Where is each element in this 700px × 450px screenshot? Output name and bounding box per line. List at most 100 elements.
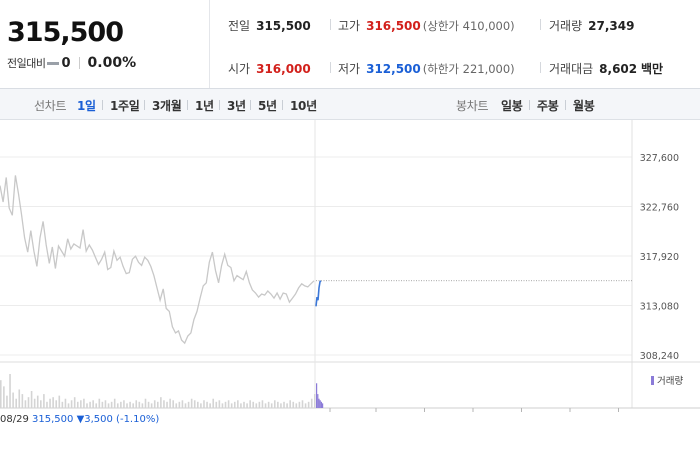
volume-bar-prev — [3, 386, 5, 408]
volume-bar-prev — [21, 394, 24, 408]
volume-bar-prev — [181, 400, 184, 408]
tab-3y[interactable]: 3년 — [227, 99, 246, 113]
volume-bar-prev — [255, 403, 258, 408]
volume-bar-prev — [98, 398, 101, 408]
volume-bar-prev — [190, 398, 193, 408]
volume-bar-prev — [270, 403, 273, 408]
volume-bar-prev — [240, 403, 242, 408]
volume-bar-prev — [144, 398, 147, 408]
volume-bar-prev — [6, 395, 8, 408]
volume-bar-prev — [27, 397, 30, 408]
volume-bar-prev — [292, 401, 295, 408]
volume-bar-prev — [273, 400, 276, 408]
volume-bar-prev — [298, 401, 301, 408]
volume-bar-prev — [70, 400, 73, 408]
volume-bar-prev — [12, 392, 14, 408]
volume-bar-prev — [116, 403, 119, 408]
volume-bar-prev — [178, 401, 181, 408]
line-chart-label: 선차트 — [34, 99, 67, 113]
stat-volume: 거래량 27,349 — [549, 19, 635, 33]
change-rate: 0.00% — [87, 55, 137, 71]
volume-bar-prev — [95, 403, 98, 408]
prev-close: 315,500 — [32, 414, 74, 425]
volume-bar-prev — [52, 397, 54, 408]
volume-bar-prev — [36, 395, 39, 408]
tab-5y[interactable]: 5년 — [258, 99, 277, 113]
volume-bar-today — [322, 403, 324, 408]
volume-bar-prev — [153, 400, 156, 408]
volume-legend: 거래량 — [651, 373, 683, 387]
divider — [330, 62, 331, 73]
volume-bar-prev — [15, 398, 17, 408]
divider — [78, 57, 80, 69]
volume-bar-prev — [46, 401, 48, 408]
volume-bar-prev — [221, 403, 224, 408]
volume-bar-prev — [166, 401, 168, 408]
tab-monthly[interactable]: 월봉 — [573, 99, 595, 113]
volume-bar-prev — [163, 400, 165, 408]
price-chart: 327,600 322,760 317,920 313,080 308,240 08/3… — [0, 120, 700, 412]
volume-bar-prev — [64, 398, 67, 408]
divider — [102, 100, 103, 110]
prev-date: 08/29 — [0, 414, 29, 425]
volume-bar-prev — [193, 400, 196, 408]
chart-grid — [0, 120, 700, 409]
divider — [219, 100, 220, 110]
volume-bar-prev — [55, 400, 58, 408]
volume-bar-prev — [40, 400, 42, 408]
volume-bar-prev — [33, 398, 36, 408]
volume-bar-prev — [304, 403, 307, 408]
volume-bar-prev — [49, 398, 51, 408]
volume-bar-prev — [249, 400, 251, 408]
volume-bar-prev — [289, 400, 291, 408]
volume-bar-today — [320, 401, 322, 408]
tab-1y[interactable]: 1년 — [195, 99, 214, 113]
chart-tabs: 선차트 1일 1주일 3개월 1년 3년 5년 10년 봉차트 일봉 주봉 월봉 — [0, 89, 700, 120]
stat-turnover: 거래대금 8,602 백만 — [549, 62, 664, 76]
volume-bar-prev — [252, 401, 255, 408]
prev-change: ▼3,500 (-1.10%) — [76, 414, 160, 425]
volume-bar-today — [317, 394, 319, 408]
volume-bar-prev — [83, 398, 85, 408]
change-row: 전일대비 0 0.00% — [7, 55, 136, 71]
tab-1d[interactable]: 1일 — [77, 99, 96, 113]
volume-bar-prev — [89, 401, 91, 408]
tab-3m[interactable]: 3개월 — [152, 99, 182, 113]
volume-bar-prev — [80, 400, 82, 408]
tab-daily[interactable]: 일봉 — [501, 99, 523, 113]
price-lines — [0, 175, 632, 345]
divider — [187, 100, 188, 110]
volume-bar-prev — [230, 403, 233, 408]
volume-bar-prev — [150, 403, 153, 408]
tab-10y[interactable]: 10년 — [290, 99, 317, 113]
volume-bar-prev — [160, 397, 162, 408]
quote-panel: 315,500 전일대비 0 0.00% 전일 315,500 고가 316,500… — [0, 0, 700, 89]
volume-bar-prev — [138, 401, 141, 408]
volume-bar-prev — [24, 400, 27, 408]
volume-bar-prev — [295, 403, 298, 408]
volume-bar-prev — [43, 394, 45, 408]
volume-bar-prev — [104, 400, 107, 408]
x-axis: 08/3010:0011:0012:0013:0014:0015:00 — [329, 408, 619, 412]
volume-bar-prev — [218, 400, 221, 408]
volume-bar-prev — [172, 400, 174, 408]
volume-bar-prev — [175, 403, 178, 408]
volume-bar-prev — [113, 398, 116, 408]
volume-bar-prev — [92, 400, 94, 408]
candle-chart-label: 봉차트 — [456, 99, 489, 113]
volume-bar-prev — [0, 380, 2, 408]
flat-icon — [47, 61, 60, 65]
volume-bar-prev — [233, 401, 236, 408]
volume-bar-prev — [141, 403, 144, 408]
volume-bar-prev — [18, 389, 21, 408]
stat-open: 시가 316,000 — [228, 62, 311, 76]
volume-bar-prev — [147, 401, 150, 408]
volume-bar-prev — [261, 400, 264, 408]
tab-1w[interactable]: 1주일 — [110, 99, 140, 113]
volume-bar-prev — [277, 401, 279, 408]
volume-bar-prev — [286, 403, 288, 408]
volume-bar-prev — [206, 401, 208, 408]
y-tick-label: 317,920 — [640, 252, 679, 263]
volume-bar-today — [319, 400, 321, 408]
tab-weekly[interactable]: 주봉 — [537, 99, 559, 113]
